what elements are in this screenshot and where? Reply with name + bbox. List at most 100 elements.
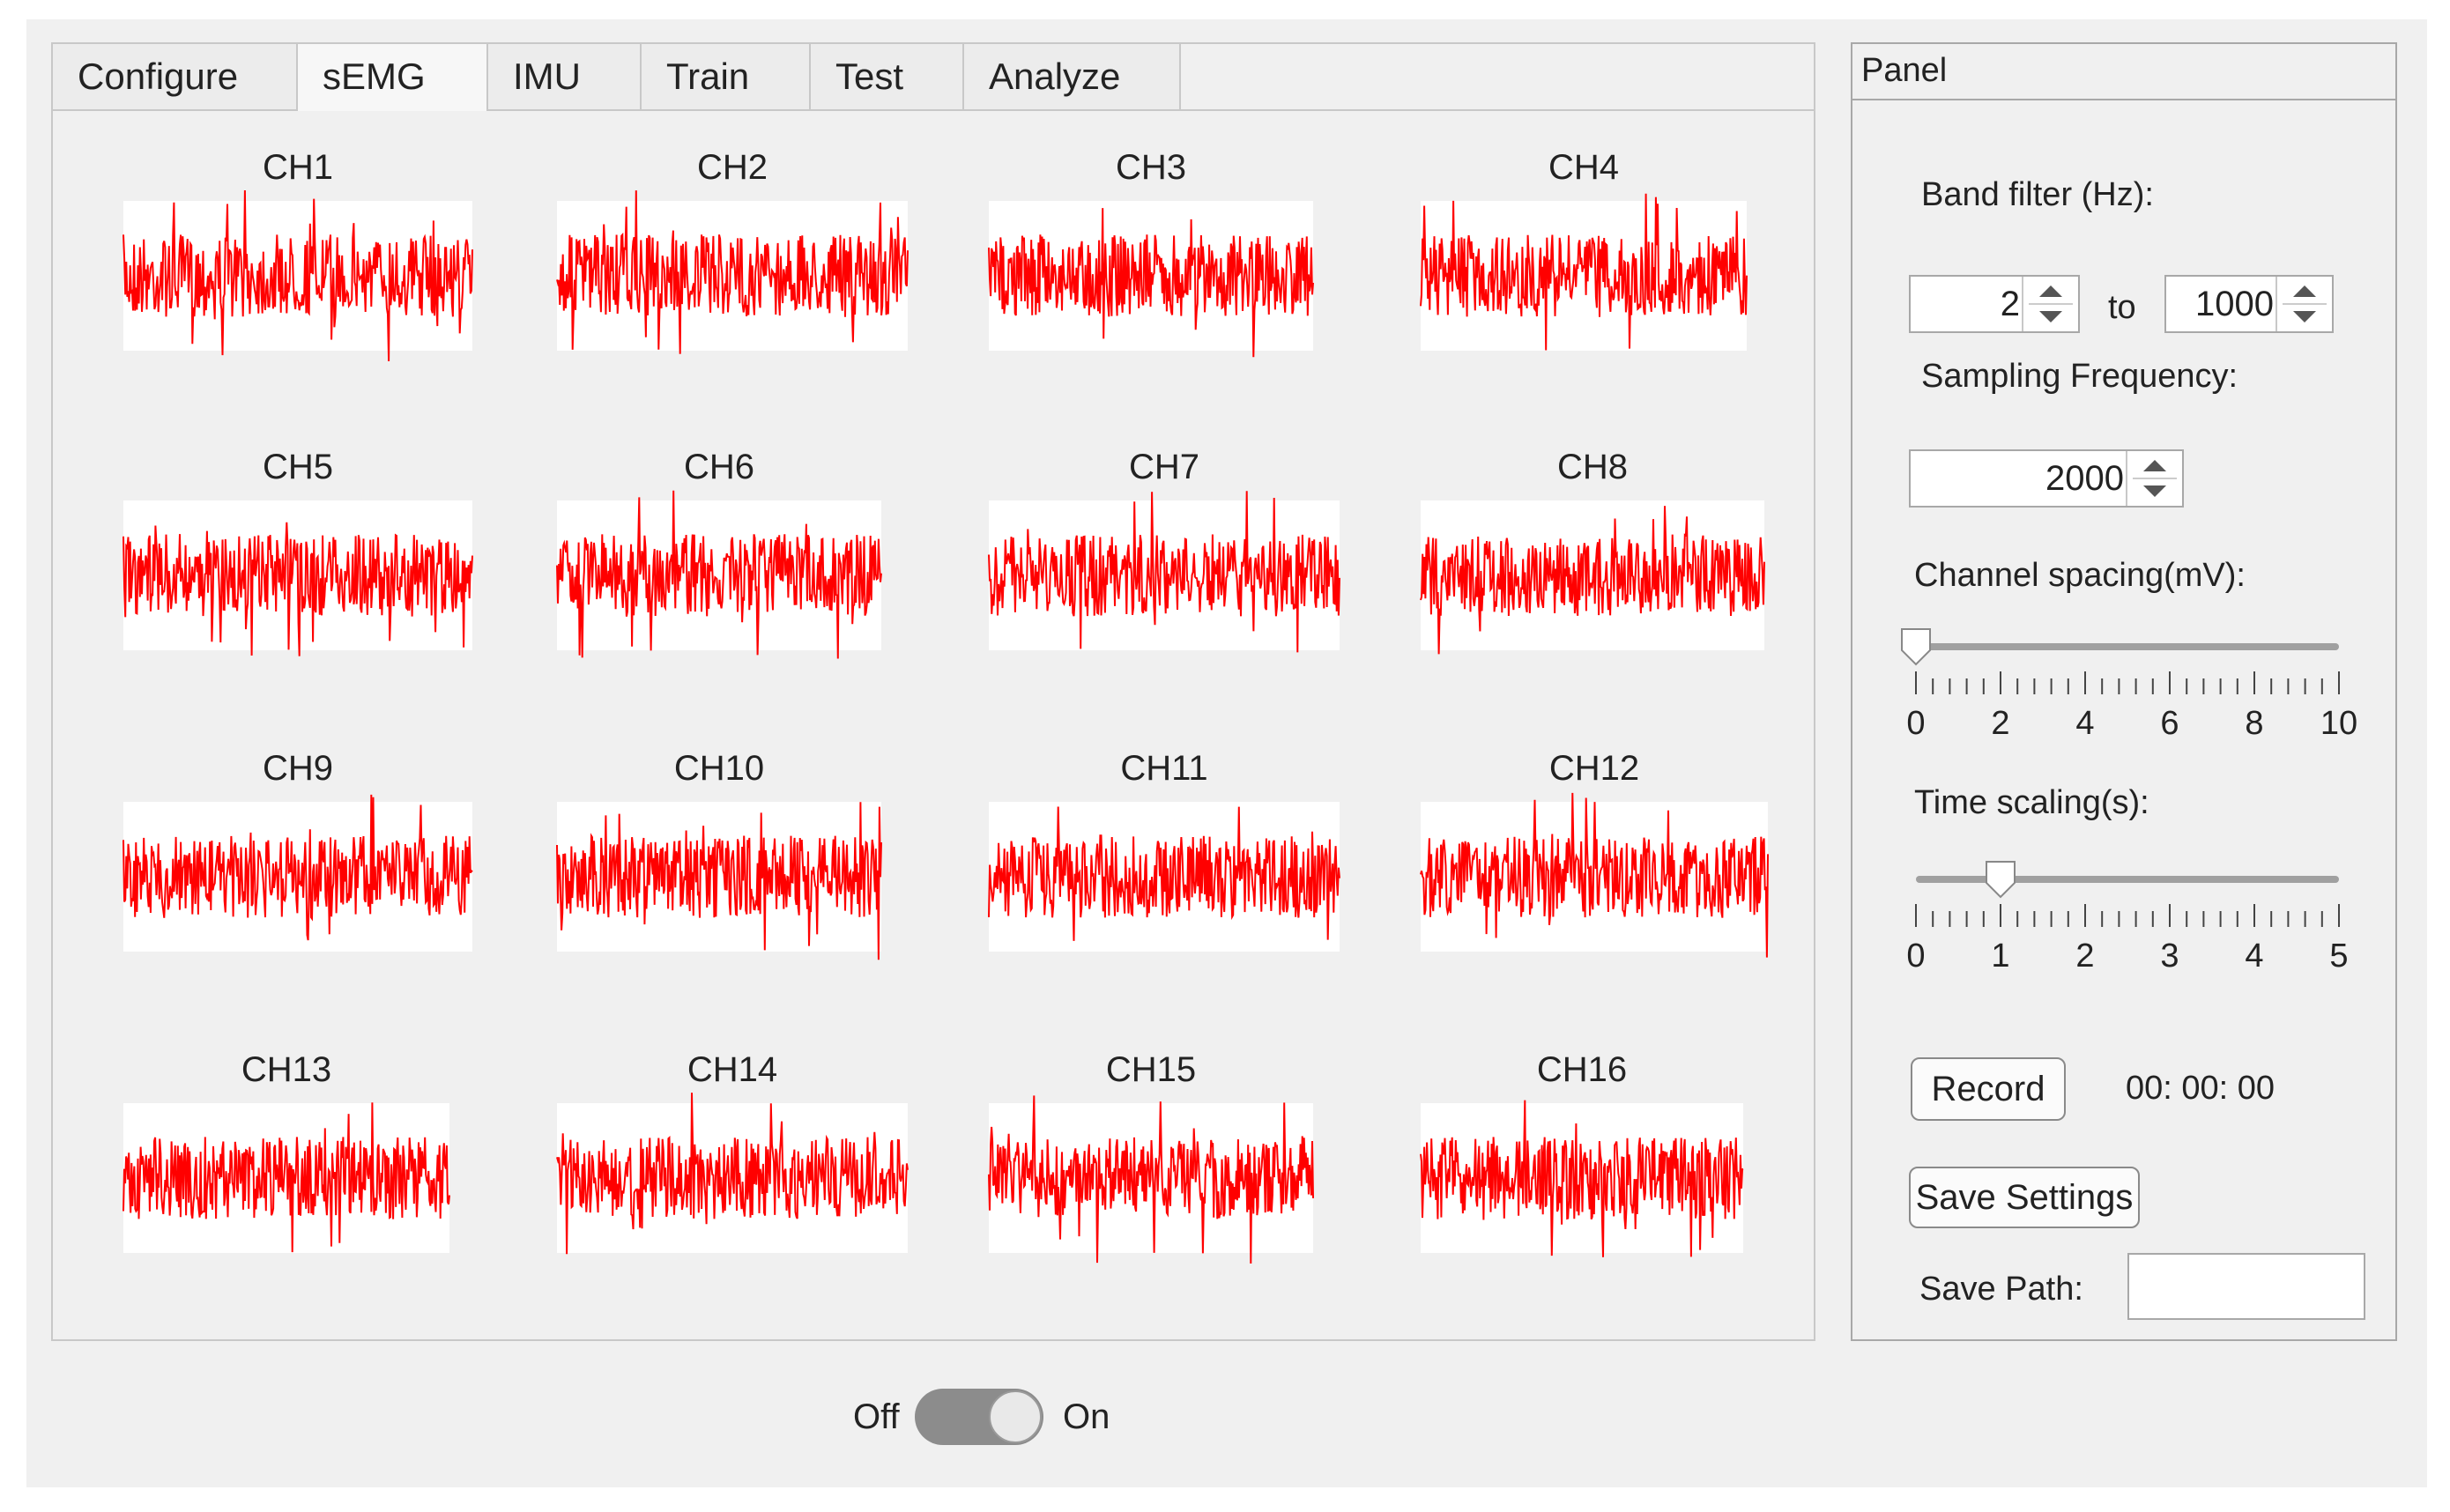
emg-signal-6 <box>556 490 882 659</box>
save-path-label: Save Path: <box>1919 1271 2083 1308</box>
channel-spacing-tick-label: 2 <box>1991 705 2010 742</box>
spinner-divider <box>2283 303 2327 305</box>
band-high-down-icon[interactable] <box>2293 311 2316 322</box>
band-low-value[interactable]: 2 <box>2000 285 2020 323</box>
channel-spacing-tick-label: 10 <box>2320 705 2358 742</box>
emg-trace-10 <box>556 802 882 960</box>
emg-signal-9 <box>122 794 473 941</box>
emg-trace-11 <box>988 806 1340 941</box>
band-high-value[interactable]: 1000 <box>2195 285 2274 323</box>
power-toggle-switch[interactable] <box>915 1389 1043 1445</box>
emg-signal-8 <box>1420 506 1765 655</box>
spinner-divider <box>2029 303 2073 305</box>
channel-title-5: CH5 <box>262 448 334 486</box>
tab-train[interactable]: Train <box>642 44 811 109</box>
toggle-knob[interactable] <box>989 1390 1042 1443</box>
emg-signal-4 <box>1420 193 1748 351</box>
channel-title-16: CH16 <box>1536 1050 1628 1089</box>
tab-semg[interactable]: sEMG <box>298 44 488 111</box>
band-low-spinner[interactable]: 2 <box>1909 275 2080 333</box>
time-scaling-slider[interactable]: 0 1 2 3 4 5 <box>1906 858 2350 999</box>
band-high-arrows[interactable] <box>2276 277 2332 331</box>
channel-plot-6 <box>556 490 882 659</box>
emg-trace-15 <box>988 1095 1314 1264</box>
channel-plot-9 <box>122 794 473 952</box>
band-high-spinner[interactable]: 1000 <box>2164 275 2334 333</box>
emg-signal-11 <box>988 806 1340 941</box>
record-button[interactable]: Record <box>1911 1057 2066 1121</box>
save-path-value[interactable] <box>2129 1268 2136 1304</box>
channel-title-7: CH7 <box>1128 448 1200 486</box>
time-scaling-tick-label: 0 <box>1906 938 1926 975</box>
emg-signal-1 <box>122 189 473 362</box>
channel-plot-16 <box>1420 1100 1744 1257</box>
tab-imu[interactable]: IMU <box>488 44 642 109</box>
channel-plot-5 <box>122 500 473 656</box>
channel-title-12: CH12 <box>1548 749 1640 788</box>
sampling-frequency-label: Sampling Frequency: <box>1921 358 2238 395</box>
time-scaling-tick-label: 4 <box>2245 938 2264 975</box>
channel-plot-8 <box>1420 500 1765 655</box>
emg-trace-14 <box>556 1093 909 1255</box>
emg-trace-6 <box>556 490 882 659</box>
emg-signal-10 <box>556 802 882 960</box>
tab-test[interactable]: Test <box>811 44 964 109</box>
settings-panel: Panel Band filter (Hz): 2 to 1000 Sampli… <box>1851 42 2397 1341</box>
channel-spacing-slider[interactable]: 0 2 4 6 8 10 <box>1901 626 2357 767</box>
record-timer: 00: 00: 00 <box>2126 1070 2276 1107</box>
sampling-up-icon[interactable] <box>2143 460 2166 471</box>
channel-plot-11 <box>988 802 1340 952</box>
band-low-down-icon[interactable] <box>2039 311 2062 322</box>
channel-plot-13 <box>122 1102 450 1253</box>
channel-title-10: CH10 <box>673 749 765 788</box>
channel-spacing-thumb[interactable] <box>1900 627 1932 666</box>
time-scaling-tick-label: 3 <box>2160 938 2179 975</box>
tab-group: Configure sEMG IMU Train Test Analyze CH… <box>51 42 1815 1341</box>
channel-title-8: CH8 <box>1556 448 1629 486</box>
sampling-arrows[interactable] <box>2126 451 2182 506</box>
channel-spacing-track[interactable] <box>1916 643 2339 650</box>
emg-trace-4 <box>1420 193 1748 351</box>
channel-title-2: CH2 <box>696 148 768 187</box>
channel-plot-4 <box>1420 193 1748 351</box>
band-to-label: to <box>2108 289 2136 326</box>
toggle-on-label: On <box>1063 1397 1110 1436</box>
channel-spacing-tick-label: 4 <box>2075 705 2095 742</box>
tab-configure[interactable]: Configure <box>53 44 298 109</box>
sampling-frequency-value[interactable]: 2000 <box>2045 459 2124 498</box>
emg-trace-5 <box>122 522 473 656</box>
band-low-arrows[interactable] <box>2022 277 2078 331</box>
channel-plot-10 <box>556 802 882 960</box>
time-scaling-track[interactable] <box>1916 876 2339 883</box>
channel-plot-1 <box>122 189 473 362</box>
emg-signal-5 <box>122 522 473 656</box>
app-window: Configure sEMG IMU Train Test Analyze CH… <box>26 19 2427 1487</box>
channel-title-4: CH4 <box>1548 148 1620 187</box>
panel-title: Panel <box>1852 44 2395 100</box>
emg-trace-2 <box>556 190 909 354</box>
time-scaling-ticks <box>1915 904 2340 927</box>
emg-trace-16 <box>1420 1100 1744 1257</box>
time-scaling-thumb[interactable] <box>1985 860 2016 899</box>
emg-trace-1 <box>122 189 473 362</box>
time-scaling-label: Time scaling(s): <box>1914 784 2149 821</box>
sampling-frequency-spinner[interactable]: 2000 <box>1909 449 2184 508</box>
channel-title-9: CH9 <box>262 749 334 788</box>
save-path-input[interactable] <box>2127 1253 2365 1320</box>
channel-plot-7 <box>988 491 1340 653</box>
emg-signal-7 <box>988 491 1340 653</box>
emg-signal-16 <box>1420 1100 1744 1257</box>
channel-title-13: CH13 <box>241 1050 332 1089</box>
emg-trace-3 <box>988 208 1314 358</box>
band-high-up-icon[interactable] <box>2293 285 2316 297</box>
toggle-off-label: Off <box>853 1397 900 1436</box>
sampling-down-icon[interactable] <box>2143 485 2166 497</box>
tab-analyze[interactable]: Analyze <box>964 44 1181 109</box>
power-toggle-group: Off On <box>853 1389 1153 1450</box>
band-low-up-icon[interactable] <box>2039 285 2062 297</box>
channel-spacing-tick-label: 8 <box>2245 705 2264 742</box>
band-filter-label: Band filter (Hz): <box>1921 176 2154 213</box>
emg-trace-12 <box>1420 792 1769 958</box>
emg-signal-3 <box>988 208 1314 358</box>
save-settings-button[interactable]: Save Settings <box>1909 1167 2140 1228</box>
